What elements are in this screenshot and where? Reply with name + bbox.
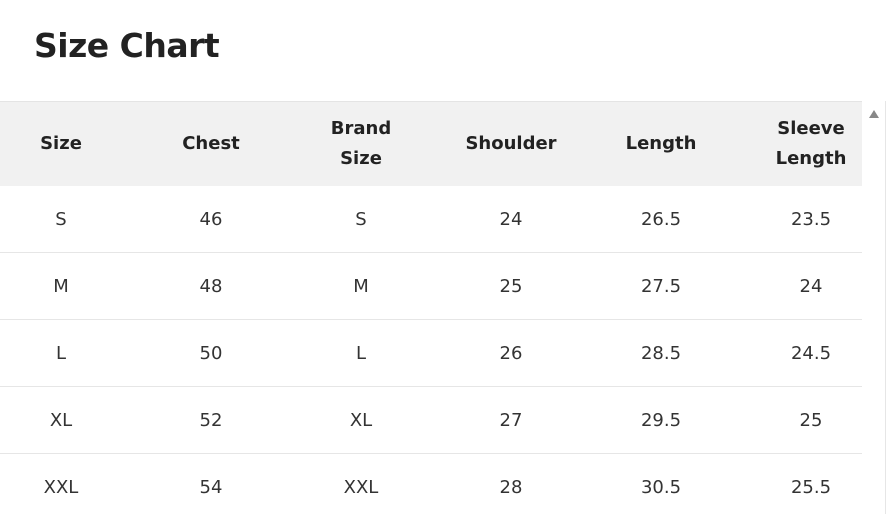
- header-row: Size Chest Brand Size Shoulder Length Sleeve Le…: [0, 102, 862, 186]
- table-cell: 25: [436, 253, 586, 320]
- vertical-scrollbar[interactable]: [862, 101, 886, 514]
- page-title: Size Chart: [34, 26, 219, 65]
- table-cell: 25.5: [736, 454, 862, 515]
- table-cell: 28: [436, 454, 586, 515]
- column-header: Size: [0, 102, 136, 186]
- table-cell: 24: [736, 253, 862, 320]
- size-chart-table: Size Chest Brand Size Shoulder Length Sleeve Le…: [0, 102, 862, 515]
- column-header: Chest: [136, 102, 286, 186]
- size-chart-table-container: Size Chest Brand Size Shoulder Length Sleeve Le…: [0, 101, 862, 515]
- table-cell: L: [0, 320, 136, 387]
- table-cell: 30.5: [586, 454, 736, 515]
- table-cell: 24.5: [736, 320, 862, 387]
- table-cell: 29.5: [586, 387, 736, 454]
- column-header-text: Brand: [331, 118, 391, 139]
- table-cell: 24: [436, 186, 586, 253]
- table-cell: 46: [136, 186, 286, 253]
- table-cell: S: [286, 186, 436, 253]
- table-cell: XXL: [0, 454, 136, 515]
- table-cell: 23.5: [736, 186, 862, 253]
- table-cell: 52: [136, 387, 286, 454]
- table-cell: S: [0, 186, 136, 253]
- table-cell: 54: [136, 454, 286, 515]
- table-cell: 27: [436, 387, 586, 454]
- column-header: Shoulder: [436, 102, 586, 186]
- table-cell: 25: [736, 387, 862, 454]
- column-header: Sleeve Length: [736, 102, 862, 186]
- table-cell: 26.5: [586, 186, 736, 253]
- scroll-up-arrow-icon[interactable]: [869, 110, 879, 118]
- column-header-text: Size: [340, 148, 382, 169]
- column-header-text: Length: [626, 133, 697, 154]
- table-cell: L: [286, 320, 436, 387]
- column-header-text: Chest: [182, 133, 240, 154]
- table-cell: XL: [286, 387, 436, 454]
- table-cell: XL: [0, 387, 136, 454]
- column-header: Length: [586, 102, 736, 186]
- column-header-text: Shoulder: [465, 133, 556, 154]
- table-cell: XXL: [286, 454, 436, 515]
- table-cell: 48: [136, 253, 286, 320]
- table-cell: M: [286, 253, 436, 320]
- column-header-text: Sleeve: [777, 118, 845, 139]
- column-header-text: Size: [40, 133, 82, 154]
- column-header-text: Length: [776, 148, 847, 169]
- table-cell: 27.5: [586, 253, 736, 320]
- table-cell: 50: [136, 320, 286, 387]
- table-cell: 26: [436, 320, 586, 387]
- column-header: Brand Size: [286, 102, 436, 186]
- table-cell: M: [0, 253, 136, 320]
- table-cell: 28.5: [586, 320, 736, 387]
